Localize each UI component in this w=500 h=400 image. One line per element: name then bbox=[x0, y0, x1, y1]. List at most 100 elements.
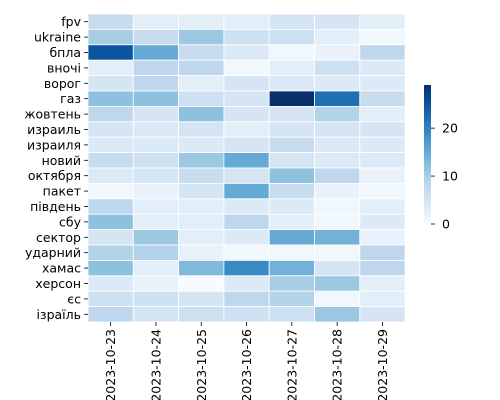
x-tick-labels: 2023-10-23 2023-10-24 2023-10-25 2023-10-26… bbox=[103, 322, 390, 400]
heatmap-cell bbox=[223, 136, 270, 153]
heatmap-cell bbox=[268, 290, 315, 308]
heatmap-cell bbox=[314, 44, 361, 61]
heatmap-cell bbox=[223, 75, 270, 92]
y-tick-label: ударний bbox=[25, 245, 81, 260]
heatmap-cell bbox=[268, 106, 315, 123]
heatmap-cell bbox=[314, 13, 361, 30]
heatmap-cell bbox=[223, 259, 270, 277]
heatmap-cell bbox=[268, 90, 315, 107]
heatmap-cell bbox=[223, 290, 270, 308]
heatmap-cell bbox=[268, 229, 315, 246]
heatmap-cell bbox=[178, 136, 225, 153]
y-tick-label: израиль bbox=[27, 122, 81, 137]
heatmap-cell bbox=[314, 167, 361, 184]
colorbar-tick-label: 0 bbox=[442, 217, 450, 232]
heatmap-cell bbox=[132, 152, 180, 169]
y-tick-label: ukraine bbox=[34, 30, 81, 45]
heatmap-cell bbox=[359, 44, 406, 61]
heatmap-cell bbox=[223, 167, 270, 184]
heatmap-cell bbox=[178, 152, 225, 169]
heatmap-cell bbox=[132, 213, 180, 230]
y-tick-label: єс bbox=[67, 291, 81, 306]
heatmap-cell bbox=[268, 136, 315, 153]
heatmap-cell bbox=[87, 198, 134, 215]
heatmap-cell bbox=[359, 244, 406, 261]
y-tick-label: пакет bbox=[43, 184, 81, 199]
heatmap-cell bbox=[223, 182, 270, 200]
heatmap-cell bbox=[314, 136, 361, 153]
y-tick-label: хамас bbox=[42, 261, 81, 276]
heatmap-cell bbox=[132, 106, 180, 123]
heatmap-cell bbox=[132, 136, 180, 153]
heatmap-cell bbox=[359, 259, 406, 277]
y-tick-label: сектор bbox=[36, 230, 81, 245]
heatmap-cell bbox=[178, 229, 225, 246]
heatmap-cell bbox=[223, 306, 270, 323]
heatmap-cell bbox=[132, 306, 180, 323]
heatmap-cell bbox=[268, 75, 315, 92]
heatmap-cell bbox=[268, 13, 315, 30]
heatmap-cell bbox=[178, 121, 225, 138]
heatmap-cell bbox=[223, 229, 270, 246]
heatmap-cell bbox=[87, 244, 134, 261]
colorbar-tick-label: 20 bbox=[442, 121, 458, 136]
heatmap-cell bbox=[223, 44, 270, 61]
heatmap-cell bbox=[132, 290, 180, 308]
heatmap-cell bbox=[314, 90, 361, 107]
heatmap-cells bbox=[87, 13, 406, 323]
x-tick-label: 2023-10-26 bbox=[239, 329, 254, 400]
heatmap-cell bbox=[359, 75, 406, 92]
heatmap-cell bbox=[132, 182, 180, 200]
heatmap-cell bbox=[178, 182, 225, 200]
heatmap-cell bbox=[268, 182, 315, 200]
heatmap-cell bbox=[87, 106, 134, 123]
heatmap-cell bbox=[314, 121, 361, 138]
heatmap-cell bbox=[178, 213, 225, 230]
heatmap-cell bbox=[178, 28, 225, 46]
heatmap-cell bbox=[268, 306, 315, 323]
heatmap-cell bbox=[178, 244, 225, 261]
heatmap-cell bbox=[359, 182, 406, 200]
heatmap-cell bbox=[223, 244, 270, 261]
heatmap-cell bbox=[268, 198, 315, 215]
heatmap-cell bbox=[359, 275, 406, 292]
heatmap-cell bbox=[223, 28, 270, 46]
heatmap-cell bbox=[314, 182, 361, 200]
x-tick-label: 2023-10-25 bbox=[194, 329, 209, 400]
y-tick-labels: fpvukraineбплавночівороггазжовтеньизраил… bbox=[24, 14, 88, 322]
heatmap-cell bbox=[132, 275, 180, 292]
heatmap-cell bbox=[87, 182, 134, 200]
heatmap-cell bbox=[223, 106, 270, 123]
heatmap-cell bbox=[223, 152, 270, 169]
heatmap-cell bbox=[359, 13, 406, 30]
heatmap-cell bbox=[268, 213, 315, 230]
heatmap-cell bbox=[359, 229, 406, 246]
y-tick-label: ізраїль bbox=[36, 307, 81, 322]
heatmap-cell bbox=[314, 198, 361, 215]
heatmap-cell bbox=[359, 306, 406, 323]
heatmap-cell bbox=[87, 290, 134, 308]
y-tick-label: жовтень bbox=[24, 107, 81, 122]
heatmap-cell bbox=[178, 290, 225, 308]
y-tick-label: херсон bbox=[35, 276, 81, 291]
heatmap-cell bbox=[223, 59, 270, 77]
heatmap-cell bbox=[132, 59, 180, 77]
x-tick-label: 2023-10-24 bbox=[148, 329, 163, 400]
heatmap-cell bbox=[314, 306, 361, 323]
heatmap-cell bbox=[132, 90, 180, 107]
heatmap-cell bbox=[132, 259, 180, 277]
heatmap-cell bbox=[268, 167, 315, 184]
heatmap-cell bbox=[178, 75, 225, 92]
heatmap-cell bbox=[178, 198, 225, 215]
heatmap-cell bbox=[87, 44, 134, 61]
heatmap-cell bbox=[223, 90, 270, 107]
x-tick-label: 2023-10-27 bbox=[284, 329, 299, 400]
heatmap-cell bbox=[87, 306, 134, 323]
heatmap-cell bbox=[359, 136, 406, 153]
heatmap-cell bbox=[314, 244, 361, 261]
heatmap-cell bbox=[268, 44, 315, 61]
heatmap-cell bbox=[314, 259, 361, 277]
x-tick-label: 2023-10-28 bbox=[330, 329, 345, 400]
x-tick-label: 2023-10-29 bbox=[375, 329, 390, 400]
heatmap-cell bbox=[178, 167, 225, 184]
